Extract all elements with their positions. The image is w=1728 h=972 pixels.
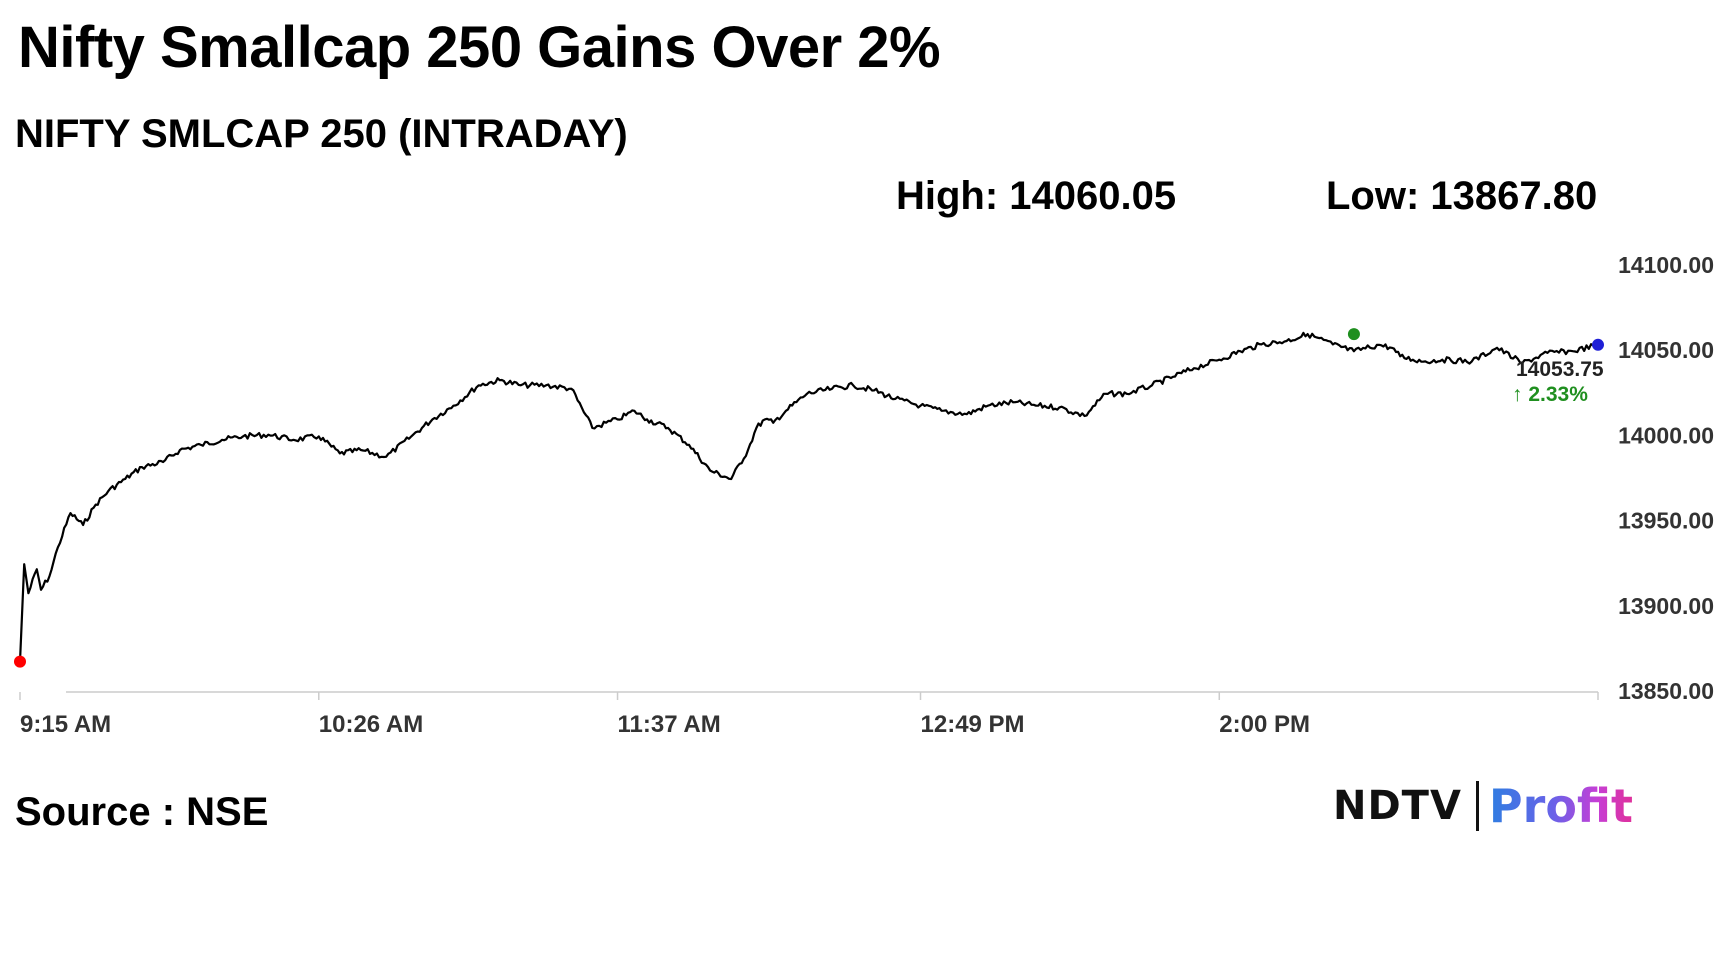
chart-subtitle: NIFTY SMLCAP 250 (INTRADAY): [15, 112, 628, 156]
y-tick-label: 14100.00: [1618, 252, 1714, 278]
change-percent-label: ↑ 2.33%: [1512, 383, 1588, 406]
x-tick-label: 11:37 AM: [618, 711, 721, 738]
x-tick-label: 9:15 AM: [20, 711, 111, 738]
x-tick-label: 2:00 PM: [1219, 711, 1310, 738]
day-high-marker: [1347, 328, 1360, 341]
day-high-stat: High: 14060.05: [896, 174, 1177, 218]
chart-headline: Nifty Smallcap 250 Gains Over 2%: [18, 15, 941, 80]
price-line: [18, 331, 1599, 662]
y-tick-label: 13850.00: [1618, 678, 1714, 704]
logo-ndtv-text: NDTV: [1333, 783, 1462, 829]
logo-separator: [1475, 781, 1479, 831]
source-note: Source : NSE: [15, 790, 269, 834]
day-low-stat: Low: 13867.80: [1326, 174, 1598, 218]
ndtv-profit-logo: NDTV Profit: [1333, 776, 1633, 836]
y-tick-label: 13900.00: [1618, 593, 1714, 619]
x-tick-label: 12:49 PM: [921, 711, 1025, 738]
logo-profit-text: Profit: [1488, 779, 1634, 833]
y-tick-label: 14000.00: [1618, 422, 1714, 448]
day-low-marker: [14, 655, 26, 668]
y-tick-label: 13950.00: [1618, 508, 1714, 534]
x-tick-label: 10:26 AM: [319, 711, 423, 738]
last-price-marker: [1592, 338, 1604, 351]
last-value-label: 14053.75: [1516, 358, 1604, 381]
y-tick-label: 14050.00: [1618, 337, 1714, 363]
